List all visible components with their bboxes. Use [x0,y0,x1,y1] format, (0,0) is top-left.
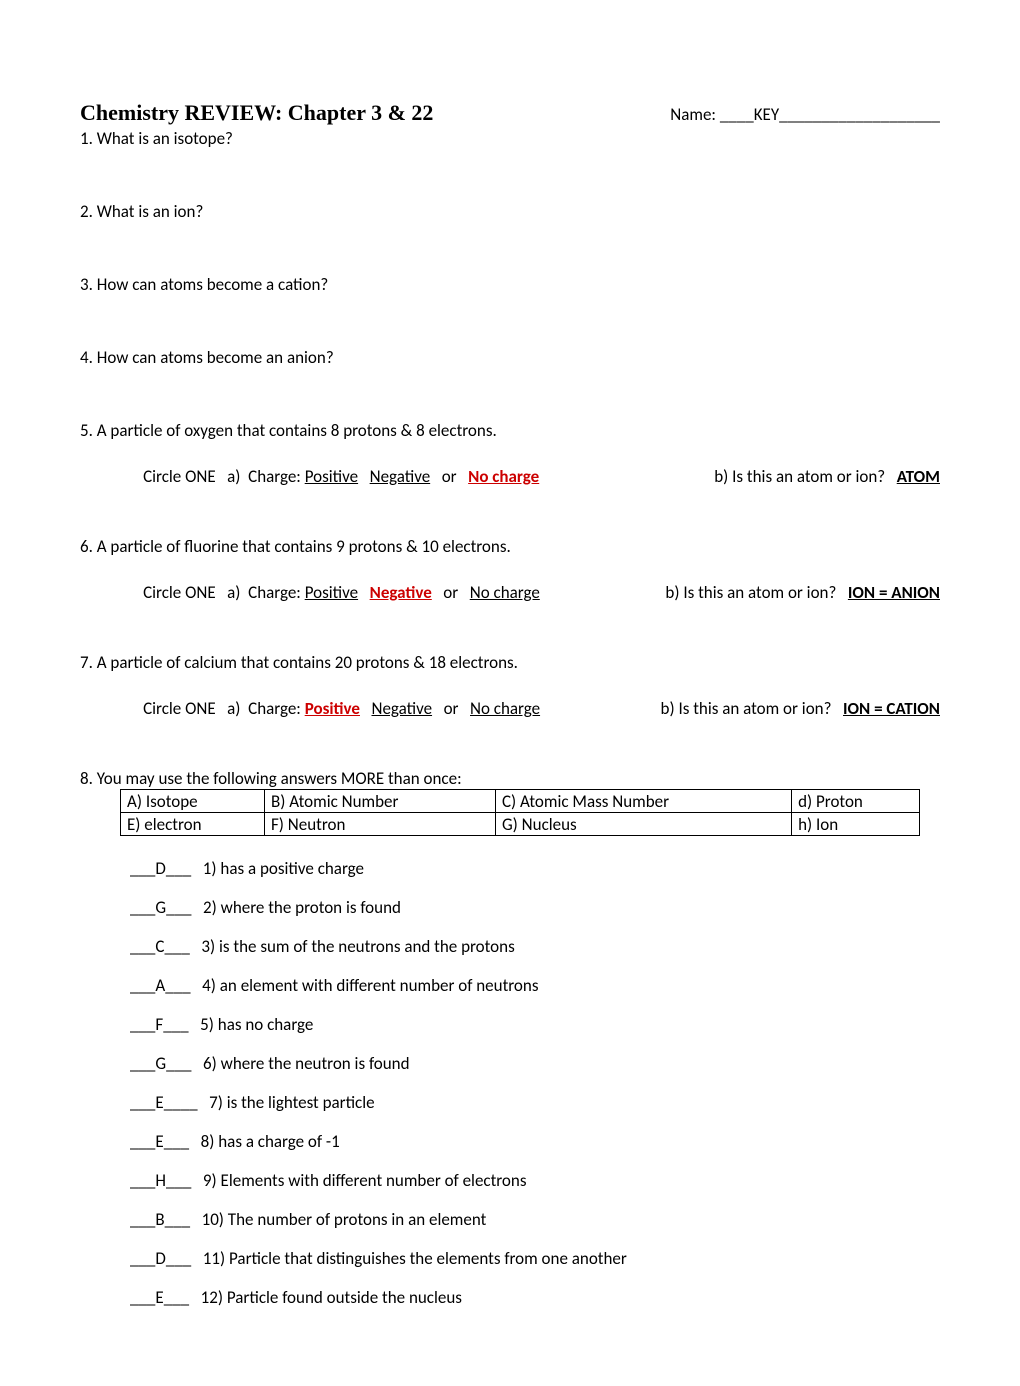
answer-key-table: A) Isotope B) Atomic Number C) Atomic Ma… [120,789,920,836]
q7-positive-answer: Positive [305,698,360,719]
name-trail: ___________________ [779,104,940,125]
document-title: Chemistry REVIEW: Chapter 3 & 22 [80,100,433,126]
table-cell: A) Isotope [121,790,265,813]
question-1: 1. What is an isotope? [80,128,940,149]
question-7: 7. A particle of calcium that contains 2… [80,652,940,673]
match-item-10: ___B___ 10) The number of protons in an … [130,1209,940,1230]
match-item-2: ___G___ 2) where the proton is found [130,897,940,918]
question-6-sub: Circle ONE a) Charge: Positive Negative … [80,561,940,624]
q7-sep2: or [432,698,470,719]
table-cell: G) Nucleus [495,813,791,836]
q5-nocharge-answer: No charge [468,466,539,487]
table-row: A) Isotope B) Atomic Number C) Atomic Ma… [121,790,920,813]
table-cell: d) Proton [792,790,920,813]
table-cell: F) Neutron [264,813,495,836]
q5-sep1 [358,466,370,487]
match-item-11: ___D___ 11) Particle that distinguishes … [130,1248,940,1269]
match-item-9: ___H___ 9) Elements with different numbe… [130,1170,940,1191]
q7b-answer: ION = CATION [843,698,940,719]
q7-prefix: Circle ONE a) Charge: [143,698,305,719]
name-field: Name: ____KEY___________________ [670,104,940,125]
match-item-5: ___F___ 5) has no charge [130,1014,940,1035]
question-8-intro: 8. You may use the following answers MOR… [80,768,940,789]
q6-sep2: or [432,582,470,603]
match-item-12: ___E___ 12) Particle found outside the n… [130,1287,940,1308]
question-5: 5. A particle of oxygen that contains 8 … [80,420,940,441]
question-6: 6. A particle of fluorine that contains … [80,536,940,557]
q5-prefix: Circle ONE a) Charge: [143,466,305,487]
name-value: KEY [754,104,779,125]
table-row: E) electron F) Neutron G) Nucleus h) Ion [121,813,920,836]
q5b-label: b) Is this an atom or ion? [714,466,896,487]
match-item-3: ___C___ 3) is the sum of the neutrons an… [130,936,940,957]
q6-nocharge: No charge [470,582,540,603]
question-3: 3. How can atoms become a cation? [80,274,940,295]
q5-positive: Positive [305,466,358,487]
q6-negative-answer: Negative [370,582,432,603]
question-5-sub: Circle ONE a) Charge: Positive Negative … [80,445,940,508]
page-content: Chemistry REVIEW: Chapter 3 & 22 Name: _… [0,0,1020,1386]
table-cell: h) Ion [792,813,920,836]
header-row: Chemistry REVIEW: Chapter 3 & 22 Name: _… [80,100,940,126]
table-cell: E) electron [121,813,265,836]
matching-list: ___D___ 1) has a positive charge ___G___… [130,858,940,1308]
match-item-7: ___E____ 7) is the lightest particle [130,1092,940,1113]
match-item-4: ___A___ 4) an element with different num… [130,975,940,996]
match-item-6: ___G___ 6) where the neutron is found [130,1053,940,1074]
match-item-8: ___E___ 8) has a charge of -1 [130,1131,940,1152]
q6b-label: b) Is this an atom or ion? [665,582,847,603]
name-label: Name: ____ [670,104,753,125]
q7-nocharge: No charge [470,698,540,719]
q6-positive: Positive [305,582,358,603]
q5b-answer: ATOM [897,466,940,487]
q6-sep1 [358,582,370,603]
q5-sep2: or [430,466,468,487]
match-item-1: ___D___ 1) has a positive charge [130,858,940,879]
q7-sep1 [360,698,372,719]
q7-negative: Negative [372,698,433,719]
question-7-sub: Circle ONE a) Charge: Positive Negative … [80,677,940,740]
q6-prefix: Circle ONE a) Charge: [143,582,305,603]
q6b-answer: ION = ANION [848,582,940,603]
question-2: 2. What is an ion? [80,201,940,222]
table-cell: B) Atomic Number [264,790,495,813]
question-4: 4. How can atoms become an anion? [80,347,940,368]
q7b-label: b) Is this an atom or ion? [661,698,843,719]
q5-negative: Negative [370,466,431,487]
table-cell: C) Atomic Mass Number [495,790,791,813]
